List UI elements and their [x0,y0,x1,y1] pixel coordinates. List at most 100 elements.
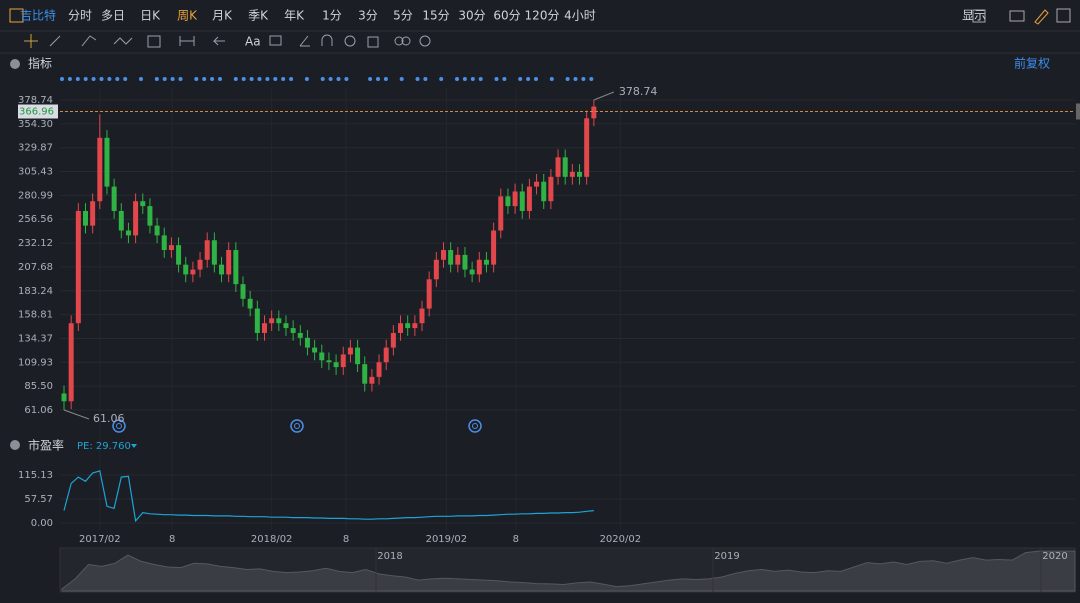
event-icon[interactable] [294,423,300,429]
timeframe-tab[interactable]: 120分 [525,9,560,23]
event-dot[interactable] [368,77,373,81]
timeframe-tab[interactable]: 分时 [68,9,92,23]
event-dot[interactable] [162,77,167,81]
event-dot[interactable] [257,77,262,81]
event-dot[interactable] [233,77,238,81]
magnet-tool[interactable] [321,34,333,46]
event-dot[interactable] [383,77,388,81]
wave-tool[interactable] [113,37,133,45]
delete-tool[interactable] [367,36,379,48]
event-icon[interactable] [116,423,122,429]
event-dot[interactable] [478,77,483,81]
pencil-icon[interactable] [1034,9,1049,25]
event-dot[interactable] [202,77,207,81]
event-dot[interactable] [502,77,507,81]
event-icon[interactable] [290,419,304,433]
event-dot[interactable] [376,77,380,81]
link-tool[interactable] [401,36,411,46]
timeframe-tab[interactable]: 3分 [358,9,378,23]
timeframe-tab[interactable]: 60分 [493,9,520,23]
event-dot[interactable] [470,77,475,81]
collapse-icon[interactable] [10,59,20,69]
event-dot[interactable] [336,77,341,81]
timeframe-tab[interactable]: 多日 [101,9,125,23]
timeframe-tab[interactable]: 月K [212,9,233,23]
event-dot[interactable] [91,77,96,81]
event-dot[interactable] [549,77,554,81]
event-dot[interactable] [462,77,467,81]
angle-tool[interactable] [299,35,310,47]
event-dot[interactable] [139,77,143,81]
layout-icon[interactable] [9,8,24,23]
event-dot[interactable] [581,77,586,81]
ray-tool[interactable] [81,35,97,47]
event-icon[interactable] [468,419,482,433]
adjust-label[interactable]: 前复权 [1014,56,1050,71]
event-dot[interactable] [170,77,175,81]
event-dot[interactable] [455,77,459,81]
hide-tool[interactable] [344,35,356,47]
event-dot[interactable] [154,77,159,81]
timeframe-tab[interactable]: 年K [284,9,305,23]
timeframe-tab[interactable]: 1分 [322,9,342,23]
fullscreen-icon[interactable] [1056,8,1071,23]
event-dot[interactable] [589,77,594,81]
event-icon[interactable] [472,423,478,429]
measure-tool[interactable] [179,36,195,46]
timeframe-tab[interactable]: 日K [140,9,161,23]
timeframe-tab[interactable]: 15分 [422,9,449,23]
line-tool[interactable] [49,35,61,47]
timeframe-tab[interactable]: 周K [177,9,198,23]
event-dot[interactable] [123,77,128,81]
event-dot[interactable] [60,77,64,81]
event-dot[interactable] [241,77,246,81]
event-dot[interactable] [415,77,420,81]
event-dot[interactable] [273,77,278,81]
settings-tool[interactable] [419,35,431,47]
event-dot[interactable] [344,77,349,81]
event-dot[interactable] [99,77,104,81]
event-dot[interactable] [494,77,499,81]
event-dot[interactable] [115,77,120,81]
event-dot[interactable] [399,77,404,81]
event-dot[interactable] [67,77,72,81]
event-dot[interactable] [289,77,294,81]
event-dot[interactable] [328,77,333,81]
event-dot[interactable] [439,77,444,81]
event-dot[interactable] [249,77,254,81]
timeframe-tab[interactable]: 吉比特 [20,8,56,23]
event-icon[interactable] [112,419,126,433]
event-dot[interactable] [178,77,183,81]
move-tool[interactable] [24,34,38,48]
timeframe-tab[interactable]: 季K [248,9,269,23]
event-dot[interactable] [573,77,578,81]
fib-tool[interactable] [147,35,161,48]
event-dot[interactable] [194,77,199,81]
arrow-tool[interactable] [212,36,225,46]
event-dot[interactable] [518,77,523,81]
display-menu[interactable]: 显示 [962,9,986,23]
timeframe-tab[interactable]: 30分 [458,9,485,23]
collapse-icon[interactable] [10,440,20,450]
checkbox[interactable] [972,9,986,23]
event-dot[interactable] [83,77,88,81]
event-dot[interactable] [304,77,309,81]
event-dot[interactable] [218,77,222,81]
indicator-label[interactable]: 指标 [28,56,52,71]
event-dot[interactable] [320,77,325,81]
legend-arrow[interactable] [131,444,137,448]
comment-tool[interactable] [269,35,282,46]
link-tool[interactable] [394,36,404,46]
event-dot[interactable] [565,77,570,81]
event-dot[interactable] [526,77,531,81]
timeframe-tab[interactable]: 5分 [393,9,413,23]
event-dot[interactable] [265,77,270,81]
event-dot[interactable] [107,77,112,81]
event-dot[interactable] [534,77,538,81]
camera-icon[interactable] [1009,10,1025,22]
event-dot[interactable] [423,77,428,81]
event-dot[interactable] [75,77,80,81]
text-tool[interactable]: Aa [245,35,261,49]
event-dot[interactable] [210,77,215,81]
event-dot[interactable] [281,77,286,81]
